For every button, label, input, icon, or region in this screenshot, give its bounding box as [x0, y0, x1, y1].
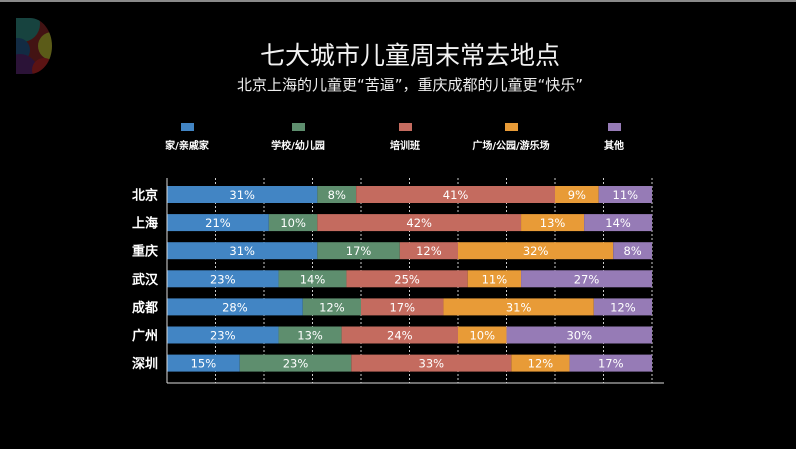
- data-label: 12%: [416, 244, 442, 258]
- category-label: 重庆: [132, 244, 158, 260]
- bar-segment: [506, 326, 652, 344]
- legend-label-5: 其他: [604, 139, 624, 152]
- chart-subtitle: 北京上海的儿童更“苦逼”，重庆成都的儿童更“快乐”: [236, 76, 584, 94]
- bar-segment: [613, 242, 652, 260]
- legend-swatch-4: [505, 123, 518, 131]
- bar-segment: [278, 326, 342, 344]
- bar-segment: [584, 214, 652, 232]
- category-label: 成都: [132, 300, 158, 316]
- data-label: 15%: [191, 357, 217, 371]
- bar-segment: [569, 354, 652, 372]
- bar-segment: [167, 186, 318, 203]
- data-label: 24%: [387, 329, 413, 343]
- logo: [16, 18, 52, 74]
- bar-segment: [167, 270, 279, 288]
- category-label: 武汉: [132, 272, 159, 288]
- legend-label-2: 学校/幼儿园: [271, 139, 325, 152]
- bar-segment: [521, 270, 652, 288]
- data-label: 25%: [394, 272, 420, 286]
- bar-segment: [458, 242, 614, 260]
- data-label: 32%: [523, 244, 549, 258]
- data-label: 9%: [568, 188, 586, 202]
- legend-swatch-3: [399, 123, 412, 131]
- data-label: 23%: [210, 329, 236, 343]
- category-label: 深圳: [132, 356, 158, 372]
- bar-segment: [458, 326, 507, 344]
- data-label: 30%: [566, 329, 592, 343]
- legend-swatch-2: [292, 123, 305, 131]
- bar-segment: [167, 214, 269, 232]
- data-label: 23%: [210, 272, 236, 286]
- bar-segment: [317, 186, 357, 203]
- data-label: 31%: [506, 300, 532, 314]
- data-label: 23%: [283, 357, 309, 371]
- data-label: 13%: [297, 329, 323, 343]
- data-label: 21%: [205, 216, 231, 230]
- bar-segment: [167, 354, 240, 372]
- bar-segment: [167, 326, 279, 344]
- bar-segment: [351, 354, 512, 372]
- bar-segment: [317, 242, 400, 260]
- data-label: 41%: [443, 188, 469, 202]
- bar-segment: [167, 242, 318, 260]
- bar-segment: [555, 186, 599, 203]
- data-label: 27%: [574, 272, 600, 286]
- data-label: 12%: [610, 300, 636, 314]
- legend-label-3: 培训班: [390, 139, 420, 152]
- data-label: 17%: [346, 244, 372, 258]
- legend-swatch-5: [608, 123, 621, 131]
- bar-segment: [302, 298, 361, 316]
- data-label: 31%: [229, 188, 255, 202]
- bar-segment: [521, 214, 585, 232]
- bar-segment: [346, 270, 468, 288]
- category-label: 上海: [132, 216, 158, 232]
- data-label: 17%: [389, 300, 415, 314]
- data-label: 31%: [229, 244, 255, 258]
- bar-segment: [361, 298, 444, 316]
- bar-segment: [443, 298, 594, 316]
- data-label: 11%: [482, 272, 508, 286]
- bar-segment: [356, 186, 555, 203]
- data-label: 14%: [300, 272, 326, 286]
- data-label: 33%: [419, 357, 445, 371]
- category-label: 广州: [132, 328, 158, 344]
- chart-title: 七大城市儿童周末常去地点: [259, 41, 560, 70]
- data-label: 11%: [613, 188, 639, 202]
- data-label: 28%: [222, 300, 248, 314]
- bar-segment: [598, 186, 652, 203]
- legend-swatch-1: [181, 123, 194, 131]
- bar-segment: [511, 354, 570, 372]
- bar-segment: [317, 214, 522, 232]
- data-label: 12%: [528, 357, 554, 371]
- data-label: 42%: [406, 216, 432, 230]
- data-label: 8%: [328, 188, 346, 202]
- data-label: 10%: [280, 216, 306, 230]
- data-label: 8%: [623, 244, 641, 258]
- bar-segment: [399, 242, 458, 260]
- bar-segment: [239, 354, 352, 372]
- data-label: 10%: [469, 329, 495, 343]
- bar-segment: [167, 298, 303, 316]
- bar-segment: [341, 326, 458, 344]
- bar-segment: [278, 270, 347, 288]
- data-label: 12%: [319, 300, 345, 314]
- data-label: 14%: [605, 216, 631, 230]
- bar-segment: [268, 214, 318, 232]
- legend-label-4: 广场/公园/游乐场: [472, 139, 549, 152]
- data-label: 13%: [540, 216, 566, 230]
- category-label: 北京: [132, 188, 158, 204]
- bar-segment: [467, 270, 522, 288]
- bar-segment: [593, 298, 652, 316]
- legend-label-1: 家/亲戚家: [165, 139, 210, 152]
- data-label: 17%: [598, 357, 624, 371]
